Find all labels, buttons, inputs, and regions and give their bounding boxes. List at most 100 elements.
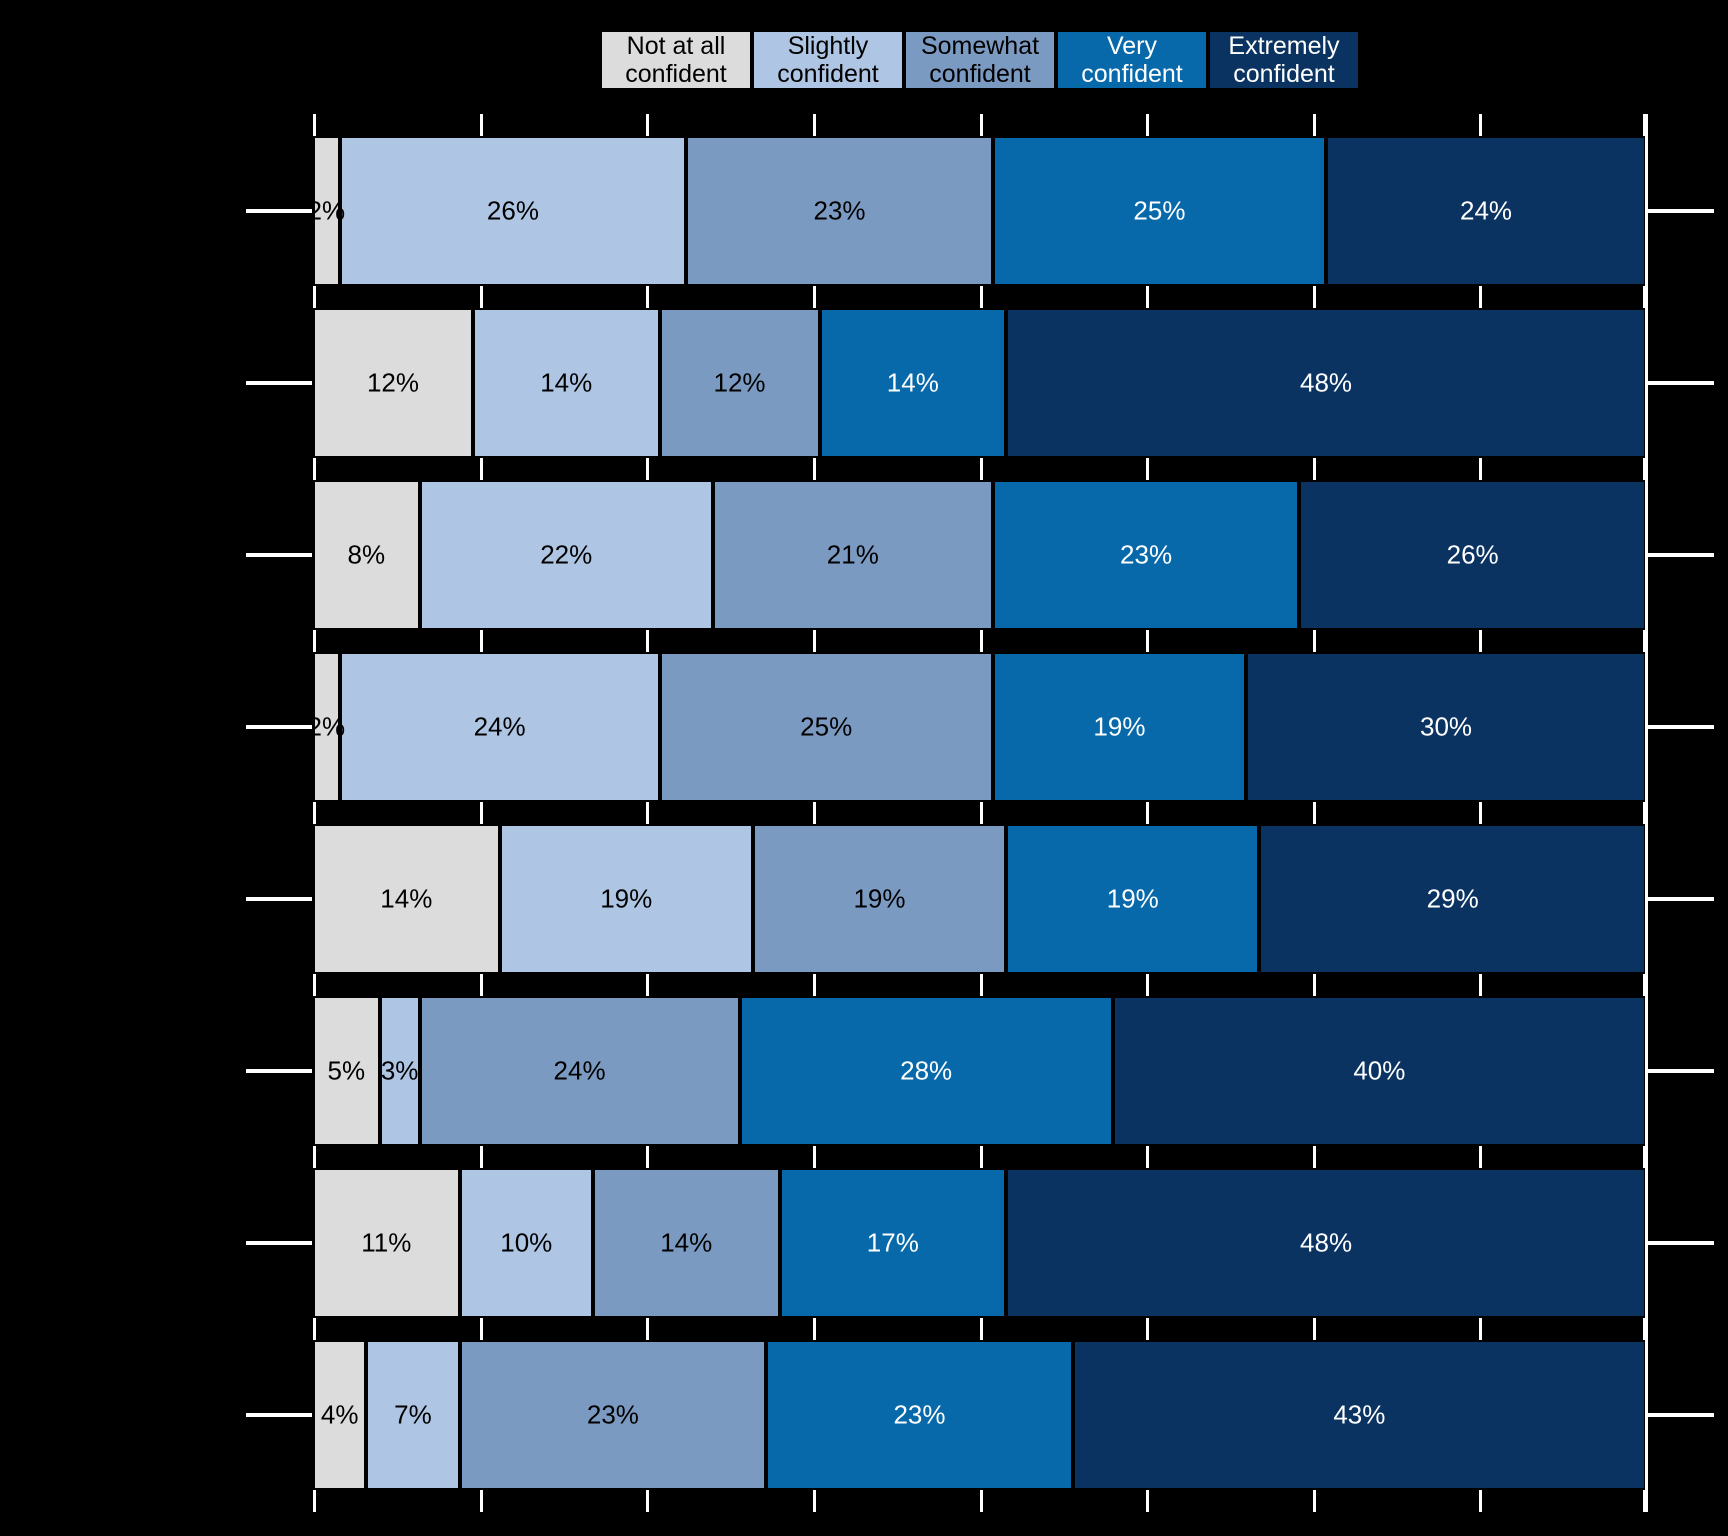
bar-segment-value: 26%: [486, 195, 539, 226]
bar-row: 4% 7% 23% 23% 43%: [313, 1340, 1646, 1490]
bar-segment: 4%: [313, 1340, 367, 1490]
bar-segment-value: 24%: [553, 1055, 606, 1086]
bar-segment-value: 21%: [826, 539, 879, 570]
bar-segment-value: 2%: [307, 195, 346, 226]
bar-segment: 29%: [1259, 824, 1646, 974]
bar-segment: 5%: [313, 996, 380, 1146]
bar-row: 8% 22% 21% 23% 26%: [313, 480, 1646, 630]
bar-segment: 19%: [992, 652, 1247, 802]
bar-segment-value: 5%: [327, 1055, 366, 1086]
bar-segment-value: 23%: [1120, 539, 1173, 570]
bar-segment-value: 19%: [1093, 711, 1146, 742]
bar-segment-value: 7%: [394, 1399, 432, 1430]
y-tick-left: [246, 381, 312, 385]
legend-label: Slightly confident: [777, 32, 879, 88]
bar-segment: 10%: [459, 1168, 593, 1318]
y-tick-left: [246, 1241, 312, 1245]
legend-label: Extremely confident: [1228, 32, 1340, 88]
bar-segment: 43%: [1072, 1340, 1646, 1490]
bar-row: 2% 24% 25% 19% 30%: [308, 652, 1646, 802]
legend-item-very: Very confident: [1056, 30, 1208, 90]
bar-segment: 19%: [499, 824, 753, 974]
bar-segment-value: 28%: [900, 1055, 953, 1086]
y-tick-right: [1648, 1413, 1714, 1417]
y-tick-left: [246, 725, 312, 729]
x-gridline: [1146, 114, 1150, 1512]
legend-item-not-at-all: Not at all confident: [600, 30, 752, 90]
bar-segment-value: 12%: [713, 367, 766, 398]
bar-segment-value: 29%: [1426, 883, 1479, 914]
bar-segment: 24%: [339, 652, 660, 802]
bar-segment: 14%: [592, 1168, 780, 1318]
x-gridline: [313, 114, 316, 1512]
bar-segment-value: 23%: [813, 195, 866, 226]
bar-segment: 3%: [379, 996, 420, 1146]
legend-item-extremely: Extremely confident: [1208, 30, 1360, 90]
bar-segment-value: 48%: [1300, 367, 1353, 398]
bar-segment: 24%: [1326, 136, 1646, 286]
bar-segment: 40%: [1112, 996, 1646, 1146]
x-gridline: [812, 114, 816, 1512]
bar-segment-value: 14%: [380, 883, 433, 914]
bar-segment: 25%: [659, 652, 993, 802]
bar-segment-value: 26%: [1446, 539, 1499, 570]
bar-segment: 30%: [1246, 652, 1646, 802]
bar-segment: 24%: [419, 996, 740, 1146]
bar-segment-value: 19%: [600, 883, 653, 914]
bar-segment-value: 23%: [893, 1399, 946, 1430]
bar-segment: 48%: [1006, 1168, 1646, 1318]
bar-segment: 17%: [779, 1168, 1007, 1318]
bar-segment: 48%: [1006, 308, 1646, 458]
bar-row: 14% 19% 19% 19% 29%: [313, 824, 1646, 974]
bar-segment-value: 48%: [1300, 1227, 1353, 1258]
y-tick-right: [1648, 381, 1714, 385]
legend-label: Somewhat confident: [920, 32, 1040, 88]
x-gridline: [1479, 114, 1483, 1512]
y-tick-left: [246, 209, 312, 213]
bar-segment-value: 43%: [1333, 1399, 1386, 1430]
bar-segment: 2%: [308, 136, 345, 286]
legend-item-slightly: Slightly confident: [752, 30, 904, 90]
y-tick-right: [1648, 209, 1714, 213]
bar-segment-value: 40%: [1353, 1055, 1406, 1086]
bar-segment: 26%: [339, 136, 687, 286]
bar-segment-value: 25%: [1133, 195, 1186, 226]
bar-segment: 14%: [472, 308, 660, 458]
bar-row: 2% 26% 23% 25% 24%: [308, 136, 1646, 286]
bar-segment: 7%: [366, 1340, 460, 1490]
bar-segment-value: 2%: [307, 711, 346, 742]
bar-segment-value: 22%: [540, 539, 593, 570]
bar-segment-value: 8%: [347, 539, 386, 570]
bar-segment-value: 14%: [540, 367, 593, 398]
bar-segment: 19%: [1006, 824, 1260, 974]
bar-segment-value: 24%: [1459, 195, 1513, 226]
legend: Not at all confident Slightly confident …: [600, 30, 1360, 90]
legend-label: Not at all confident: [625, 32, 727, 88]
bar-segment: 14%: [313, 824, 500, 974]
bar-segment-value: 14%: [886, 367, 939, 398]
x-gridline: [479, 114, 483, 1512]
bar-segment-value: 3%: [380, 1055, 419, 1086]
bar-segment: 12%: [313, 308, 473, 458]
bar-segment-value: 12%: [366, 367, 419, 398]
bar-segment: 23%: [992, 480, 1300, 630]
bar-segment: 22%: [419, 480, 713, 630]
bar-segment: 23%: [459, 1340, 767, 1490]
bar-segment-value: 10%: [500, 1227, 553, 1258]
bar-segment-value: 4%: [320, 1399, 359, 1430]
bar-segment: 11%: [313, 1168, 460, 1318]
bar-segment-value: 24%: [473, 711, 526, 742]
bar-segment: 25%: [992, 136, 1327, 286]
bar-segment: 23%: [686, 136, 993, 286]
bar-segment: 23%: [766, 1340, 1073, 1490]
x-gridline: [1312, 114, 1316, 1512]
bar-segment: 14%: [819, 308, 1007, 458]
bar-row: 5% 3% 24% 28% 40%: [313, 996, 1646, 1146]
bar-segment: 2%: [308, 652, 345, 802]
x-gridline: [1643, 114, 1646, 1512]
y-tick-left: [246, 553, 312, 557]
y-tick-right: [1648, 1241, 1714, 1245]
bar-segment-value: 19%: [1106, 883, 1159, 914]
bar-row: 11% 10% 14% 17% 48%: [313, 1168, 1646, 1318]
